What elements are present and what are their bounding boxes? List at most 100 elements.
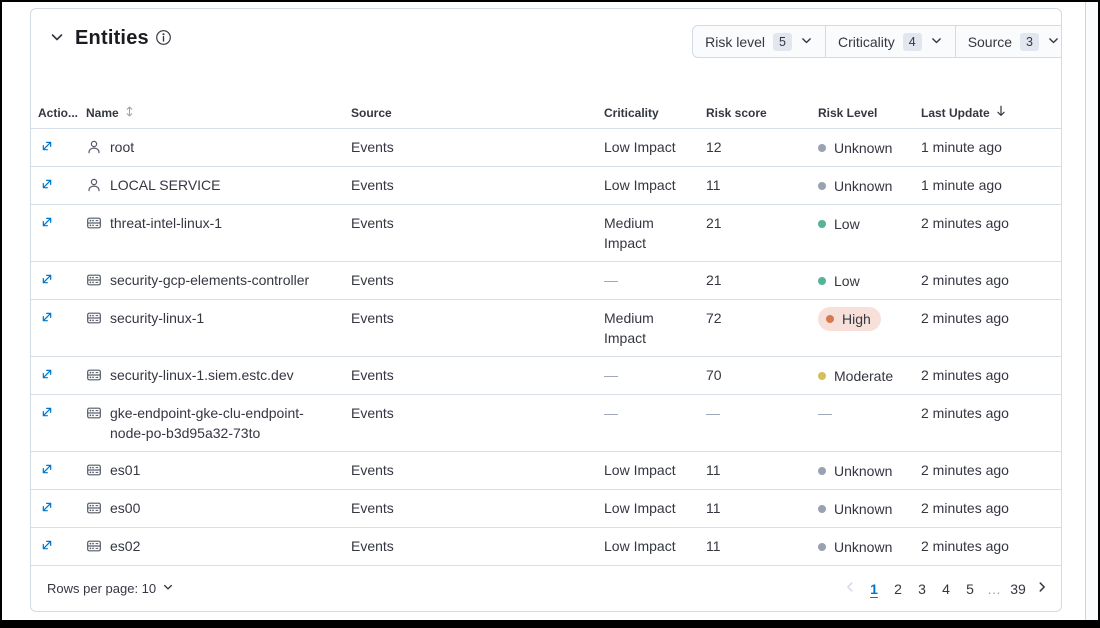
page-button-1[interactable]: 1 [863,577,885,601]
actions-cell [31,129,86,166]
last-update-cell: 2 minutes ago [921,310,1009,326]
risk-level-dot [818,505,826,513]
filter-group: Risk level 5 Criticality 4 Source 3 [692,25,1061,58]
filter-button-risk-level[interactable]: Risk level 5 [693,26,826,57]
pagination: 1 2 3 4 5 … 39 [839,576,1053,601]
info-tooltip-button[interactable] [155,29,172,49]
risk-level-dot [818,144,826,152]
risk-score-cell: — [706,405,720,421]
scrollbar-track[interactable] [1085,2,1098,620]
table-row: es00 Events Low Impact 11 Unknown 2 minu… [31,490,1061,528]
open-entity-flyout-button[interactable] [38,137,56,158]
risk-level-badge: Unknown [818,499,892,519]
risk-level-badge: Moderate [818,366,893,386]
risk-level-badge: Low [818,271,860,291]
risk-level-badge: Unknown [818,138,892,158]
page-button-4[interactable]: 4 [935,577,957,601]
previous-page-button[interactable] [839,576,861,601]
name-cell: es01 [86,452,351,489]
entity-name: security-linux-1 [110,310,205,326]
entity-name: security-linux-1.siem.estc.dev [110,367,294,383]
expand-icon [40,139,54,156]
chevron-down-icon [162,581,174,596]
page-title: Entities [75,27,149,49]
criticality-cell: — [604,405,618,421]
risk-level-label: High [842,311,871,327]
chevron-down-icon [1047,34,1060,50]
page-button-5[interactable]: 5 [959,577,981,601]
next-page-button[interactable] [1031,576,1053,601]
name-cell: es02 [86,528,351,565]
actions-cell [31,262,86,299]
filter-button-source[interactable]: Source 3 [956,26,1061,57]
criticality-cell: Medium Impact [604,215,654,251]
risk-level-cell: Unknown [818,129,921,166]
column-header-criticality: Criticality [604,99,706,128]
criticality-cell: Low Impact [604,462,676,478]
entity-name: es00 [110,500,141,516]
filter-button-criticality[interactable]: Criticality 4 [826,26,956,57]
filter-label: Risk level [705,33,765,50]
risk-level-label: Unknown [834,140,893,156]
risk-level-dot [818,543,826,551]
name-cell: security-linux-1.siem.estc.dev [86,357,351,394]
actions-cell [31,300,86,356]
criticality-cell: — [604,367,618,383]
host-icon [86,460,102,478]
column-header-name[interactable]: Name [86,99,351,128]
page-button-3[interactable]: 3 [911,577,933,601]
risk-level-cell: Low [818,205,921,261]
open-entity-flyout-button[interactable] [38,460,56,481]
open-entity-flyout-button[interactable] [38,403,56,424]
host-icon [86,270,102,288]
collapse-panel-button[interactable] [47,27,67,50]
open-entity-flyout-button[interactable] [38,213,56,234]
risk-level-cell: Unknown [818,452,921,489]
open-entity-flyout-button[interactable] [38,498,56,519]
open-entity-flyout-button[interactable] [38,536,56,557]
risk-level-badge: Unknown [818,176,892,196]
risk-score-cell: 11 [706,500,721,516]
rows-per-page-button[interactable]: Rows per page: 10 [47,581,174,596]
info-icon [155,29,172,49]
filter-label: Criticality [837,33,895,50]
title-group: Entities [47,25,172,50]
risk-level-dot [818,277,826,285]
last-update-cell: 2 minutes ago [921,500,1009,516]
open-entity-flyout-button[interactable] [38,365,56,386]
rows-per-page-label: Rows per page: 10 [47,581,157,596]
page-button-39[interactable]: 39 [1007,577,1029,601]
expand-icon [40,405,54,422]
sort-desc-icon [994,104,1008,121]
table-row: root Events Low Impact 12 Unknown 1 minu… [31,129,1061,167]
table-row: security-gcp-elements-controller Events … [31,262,1061,300]
filter-count-badge: 5 [773,32,792,51]
column-header-last-update[interactable]: Last Update [921,99,1061,128]
chevron-right-icon [1035,580,1049,597]
risk-level-badge: High [818,307,881,331]
risk-level-dot [818,220,826,228]
column-label: Source [351,105,392,120]
risk-level-label: Unknown [834,539,893,555]
entity-name: es01 [110,462,141,478]
last-update-cell: 2 minutes ago [921,405,1009,421]
table-row: es01 Events Low Impact 11 Unknown 2 minu… [31,452,1061,490]
column-label: Risk score [706,105,767,120]
risk-level-cell: Unknown [818,528,921,565]
risk-level-cell: Unknown [818,490,921,527]
risk-score-cell: 12 [706,139,722,155]
risk-level-label: Moderate [834,368,894,384]
expand-icon [40,462,54,479]
risk-level-cell: Low [818,262,921,299]
expand-icon [40,538,54,555]
open-entity-flyout-button[interactable] [38,270,56,291]
host-icon [86,365,102,383]
page-button-2[interactable]: 2 [887,577,909,601]
actions-cell [31,452,86,489]
open-entity-flyout-button[interactable] [38,175,56,196]
chevron-down-icon [930,34,943,50]
open-entity-flyout-button[interactable] [38,308,56,329]
column-label: Risk Level [818,105,878,120]
chevron-down-icon [800,34,813,50]
source-cell: Events [351,139,394,155]
